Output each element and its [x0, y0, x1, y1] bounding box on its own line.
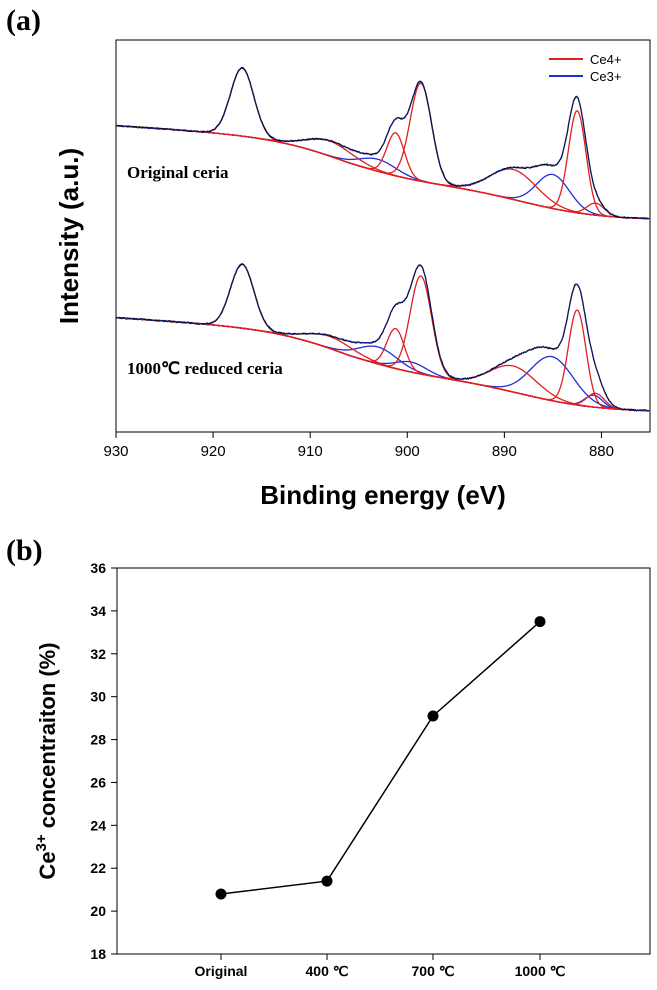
panel-b-x-ticks: Original 400 ℃ 700 ℃ 1000 ℃: [195, 954, 566, 979]
y-title-sup: 3+: [33, 834, 50, 851]
panel-b-y-axis-title: Ce3+ concentraiton (%): [33, 642, 60, 879]
panel-b-plot: 18 20 22 24 26 28 30 32 34 36 Original 400 ℃ 700 ℃ 1…: [33, 560, 651, 979]
raw-data-curve: [115, 262, 650, 412]
envelope-curve: [115, 262, 650, 412]
x-tick-label: 930: [103, 443, 128, 460]
panel-a-legend: Ce4+ Ce3+: [549, 52, 621, 84]
raw-data-curve: [115, 66, 650, 220]
data-point: [427, 710, 439, 722]
x-category-label: 1000 ℃: [515, 963, 566, 979]
panel-a-x-axis-title: Binding energy (eV): [260, 480, 506, 510]
legend-label-ce3: Ce3+: [590, 69, 621, 84]
panel-a-frame: [115, 39, 651, 433]
panel-b-frame: [116, 567, 651, 955]
ce4-component-curve: [115, 82, 650, 220]
data-point: [321, 875, 333, 887]
y-tick-label: 24: [90, 817, 106, 833]
y-title-base: Ce: [35, 851, 60, 879]
legend-label-ce4: Ce4+: [590, 52, 621, 67]
x-tick-label: 900: [395, 443, 420, 460]
ce4-component-curve: [115, 263, 650, 412]
series-line: [220, 621, 541, 895]
annotation-reduced-ceria: 1000℃ reduced ceria: [127, 359, 283, 378]
y-tick-label: 28: [90, 732, 106, 748]
y-tick-label: 22: [90, 860, 106, 876]
x-category-label: 400 ℃: [306, 963, 349, 979]
panel-a-x-ticks: 930 920 910 900 890 880: [103, 432, 614, 460]
y-tick-label: 30: [90, 689, 106, 705]
x-tick-label: 910: [298, 443, 323, 460]
panel-a-curves: [115, 66, 650, 412]
panel-b-label: (b): [6, 534, 43, 567]
y-tick-label: 32: [90, 646, 106, 662]
x-tick-label: 890: [492, 443, 517, 460]
panel-b-series: [215, 616, 546, 900]
y-tick-label: 18: [90, 946, 106, 962]
data-point: [215, 888, 227, 900]
annotation-original-ceria: Original ceria: [127, 163, 229, 182]
data-point: [534, 616, 546, 628]
x-category-label: 700 ℃: [412, 963, 455, 979]
panel-a-y-axis-title: Intensity (a.u.): [54, 148, 84, 324]
panel-a-label: (a): [6, 4, 41, 37]
x-tick-label: 880: [589, 443, 614, 460]
y-tick-label: 34: [90, 603, 106, 619]
x-category-label: Original: [195, 963, 248, 979]
x-tick-label: 920: [201, 443, 226, 460]
panel-b-y-ticks: 18 20 22 24 26 28 30 32 34 36: [90, 560, 117, 962]
y-title-rest: concentraiton (%): [35, 642, 60, 834]
y-tick-label: 26: [90, 774, 106, 790]
y-tick-label: 20: [90, 903, 106, 919]
panel-a-plot: 930 920 910 900 890 880 Ce4+ Ce3+ Original ce…: [54, 39, 651, 510]
y-tick-label: 36: [90, 560, 106, 576]
